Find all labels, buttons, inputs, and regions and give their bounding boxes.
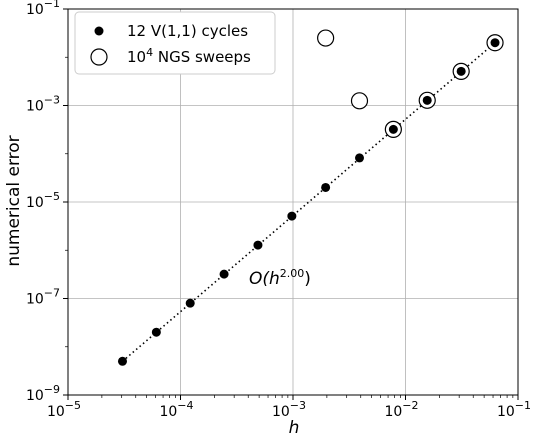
y-axis-label: numerical error xyxy=(4,135,24,266)
x-tick-label: 10−1 xyxy=(497,399,531,420)
x-tick-exp: −5 xyxy=(65,399,81,412)
plot-frame xyxy=(67,8,519,396)
vcycle-point xyxy=(490,38,500,48)
x-tick-label: 10−3 xyxy=(272,399,306,420)
x-tick-base: 10 xyxy=(159,404,177,420)
legend: 12 V(1,1) cycles 104 NGS sweeps xyxy=(74,11,276,75)
legend-marker-filled xyxy=(94,26,104,36)
vcycle-point xyxy=(321,182,331,192)
vcycle-point xyxy=(219,269,229,279)
legend-label-vcycles: 12 V(1,1) cycles xyxy=(127,22,248,40)
vcycle-point xyxy=(117,356,127,366)
y-tick-exp: −5 xyxy=(44,190,60,203)
x-tick-exp: −1 xyxy=(515,399,531,412)
y-tick-label: 10−3 xyxy=(26,94,60,115)
x-tick-labels: 10−5 10−4 10−3 10−2 10−1 xyxy=(47,399,531,420)
x-tick-exp: −3 xyxy=(290,399,306,412)
vcycle-point xyxy=(287,211,297,221)
order-annotation: O(h2.00) xyxy=(249,267,311,289)
x-tick-base: 10 xyxy=(47,404,65,420)
y-tick-label: 10−1 xyxy=(26,0,60,18)
x-tick-exp: −4 xyxy=(177,399,193,412)
x-tick-base: 10 xyxy=(272,404,290,420)
y-tick-label: 10−7 xyxy=(26,287,60,308)
x-tick-label: 10−5 xyxy=(47,399,81,420)
legend-marker-open xyxy=(90,48,108,66)
x-tick-base: 10 xyxy=(497,404,515,420)
vcycle-point xyxy=(185,298,195,308)
x-tick-base: 10 xyxy=(384,404,402,420)
y-tick-base: 10 xyxy=(26,2,44,18)
legend-label-ngs: 104 NGS sweeps xyxy=(127,46,251,66)
x-tick-exp: −2 xyxy=(402,399,418,412)
y-tick-labels: 10−910−710−510−310−1 xyxy=(26,0,60,404)
x-axis-label: h xyxy=(289,418,300,437)
y-tick-base: 10 xyxy=(26,292,44,308)
vcycle-series xyxy=(117,38,500,366)
vcycle-point xyxy=(151,327,161,337)
y-tick-exp: −1 xyxy=(44,0,60,10)
y-tick-exp: −3 xyxy=(44,94,60,107)
vcycle-point xyxy=(354,153,364,163)
y-tick-label: 10−9 xyxy=(26,383,60,404)
fit-line xyxy=(121,42,496,362)
y-tick-base: 10 xyxy=(26,195,44,211)
legend-box xyxy=(74,11,276,75)
y-tick-base: 10 xyxy=(26,388,44,404)
ngs-point xyxy=(350,92,369,110)
x-tick-label: 10−4 xyxy=(159,399,193,420)
y-tick-base: 10 xyxy=(26,99,44,115)
x-tick-label: 10−2 xyxy=(384,399,418,420)
vcycle-point xyxy=(422,95,432,105)
ngs-series xyxy=(317,29,504,138)
y-tick-exp: −7 xyxy=(44,287,60,300)
ngs-point xyxy=(317,29,335,47)
vcycle-point xyxy=(456,66,466,76)
vcycle-point xyxy=(388,124,398,134)
vcycle-point xyxy=(253,240,263,250)
y-tick-exp: −9 xyxy=(44,383,60,396)
y-tick-label: 10−5 xyxy=(26,190,60,211)
